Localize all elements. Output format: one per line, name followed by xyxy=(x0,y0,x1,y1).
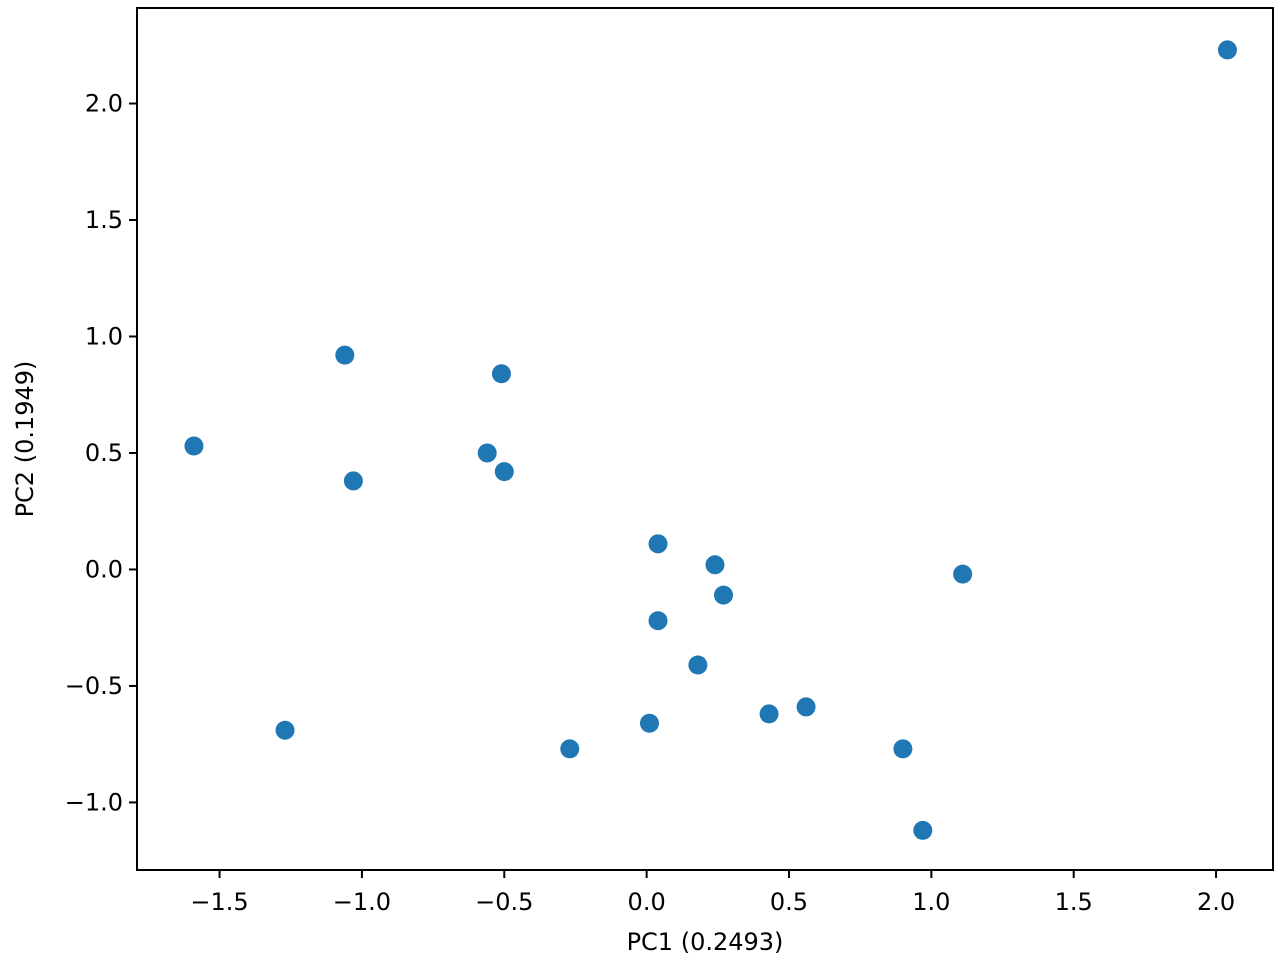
scatter-point xyxy=(953,564,973,584)
scatter-point xyxy=(688,655,708,675)
y-axis-label: PC2 (0.1949) xyxy=(11,361,39,518)
x-tick-label: 1.5 xyxy=(1055,888,1093,916)
x-axis-ticks: −1.5 −1.0 −0.5 0.0 0.5 1.0 1.5 2.0 xyxy=(190,870,1235,916)
y-tick-label: −0.5 xyxy=(65,672,123,700)
x-tick-label: −0.5 xyxy=(475,888,533,916)
x-axis-label: PC1 (0.2493) xyxy=(627,928,784,956)
scatter-point xyxy=(275,720,295,740)
scatter-point xyxy=(560,739,580,759)
x-tick-label: 0.0 xyxy=(628,888,666,916)
scatter-point xyxy=(335,345,355,365)
x-tick-label: −1.5 xyxy=(190,888,248,916)
x-tick-label: 1.0 xyxy=(912,888,950,916)
x-tick-label: 2.0 xyxy=(1197,888,1235,916)
y-tick-label: 0.5 xyxy=(85,439,123,467)
data-points xyxy=(184,40,1237,840)
x-tick-label: −1.0 xyxy=(333,888,391,916)
plot-frame xyxy=(136,7,1274,871)
scatter-point xyxy=(491,364,511,384)
x-tick-label: 0.5 xyxy=(770,888,808,916)
scatter-point xyxy=(648,534,668,554)
scatter-point xyxy=(477,443,497,463)
scatter-point xyxy=(494,462,514,482)
y-tick-label: −1.0 xyxy=(65,788,123,816)
scatter-point xyxy=(639,713,659,733)
scatter-point xyxy=(1217,40,1237,60)
scatter-point xyxy=(759,704,779,724)
scatter-point xyxy=(796,697,816,717)
y-axis-ticks: −1.0 −0.5 0.0 0.5 1.0 1.5 2.0 xyxy=(65,90,137,816)
scatter-point xyxy=(343,471,363,491)
scatter-point xyxy=(913,820,933,840)
plot-area xyxy=(137,8,1273,870)
y-tick-label: 0.0 xyxy=(85,555,123,583)
scatter-point xyxy=(893,739,913,759)
scatter-point xyxy=(648,611,668,631)
y-tick-label: 2.0 xyxy=(85,90,123,118)
scatter-point xyxy=(184,436,204,456)
y-tick-label: 1.0 xyxy=(85,322,123,350)
y-tick-label: 1.5 xyxy=(85,206,123,234)
scatter-point xyxy=(705,555,725,575)
scatter-point xyxy=(714,585,734,605)
